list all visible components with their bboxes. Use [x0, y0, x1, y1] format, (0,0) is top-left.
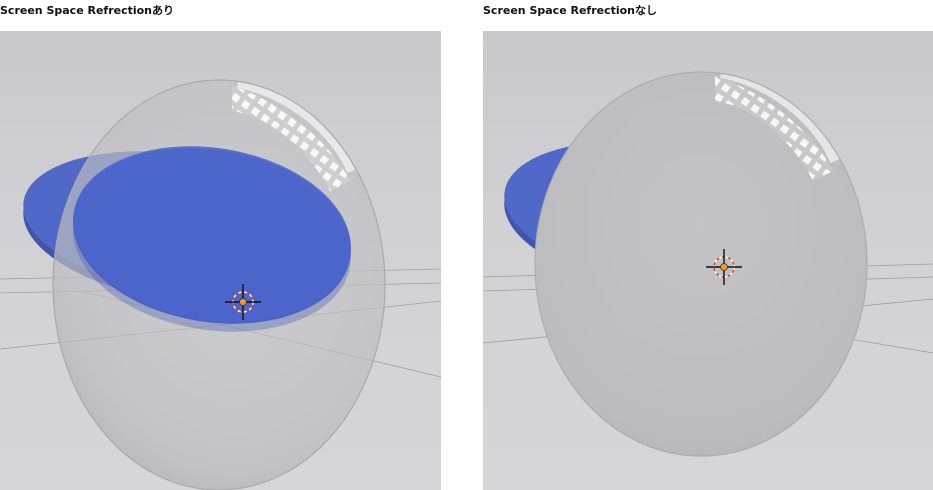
viewport-ssr-off[interactable] — [483, 31, 933, 490]
glass-sphere — [52, 79, 386, 490]
render-ssr-off — [483, 31, 933, 490]
render-ssr-on — [0, 31, 441, 490]
glass-sphere — [534, 71, 868, 457]
caption-ssr-on: Screen Space Refrectionあり — [0, 4, 175, 17]
3d-cursor-crosshair-icon[interactable] — [706, 249, 742, 285]
viewport-ssr-on[interactable] — [0, 31, 441, 490]
3d-cursor-crosshair-icon[interactable] — [225, 284, 261, 320]
caption-ssr-off: Screen Space Refrectionなし — [483, 4, 658, 17]
